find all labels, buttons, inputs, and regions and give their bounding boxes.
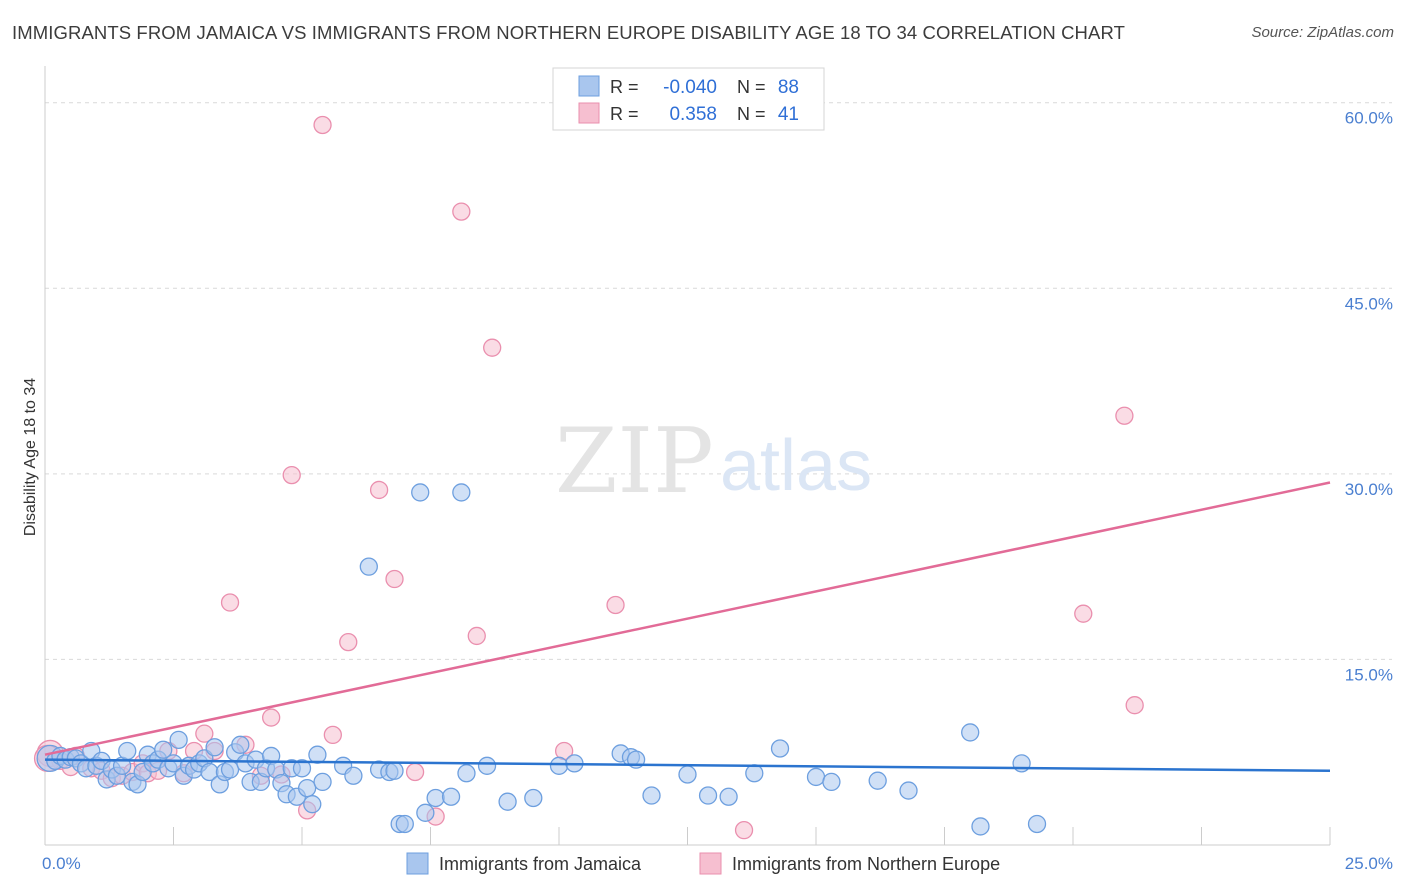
- y-tick-label-30: 30.0%: [1345, 480, 1393, 499]
- watermark-atlas: atlas: [720, 426, 872, 506]
- northern-europe-point-39: [1125, 696, 1144, 715]
- legend-r-value-northern-europe: 0.358: [669, 104, 717, 125]
- bottom-legend-swatch-jamaica: [406, 852, 429, 875]
- legend-swatch-jamaica: [578, 75, 600, 97]
- northern-europe-point-27: [369, 480, 389, 500]
- jamaica-point-51: [303, 795, 322, 814]
- jamaica-point-59: [385, 761, 404, 780]
- jamaica-point-32: [205, 738, 224, 757]
- jamaica-point-66: [452, 483, 471, 502]
- jamaica-point-70: [524, 788, 543, 808]
- chart-title: IMMIGRANTS FROM JAMAICA VS IMMIGRANTS FR…: [12, 22, 1125, 43]
- legend-n-label-northern-europe: N =: [737, 104, 766, 124]
- jamaica-point-78: [698, 786, 718, 805]
- northern-europe-point-36: [734, 821, 754, 840]
- northern-europe-point-24: [313, 115, 332, 135]
- jamaica-point-71: [549, 756, 569, 775]
- source-label: Source: ZipAtlas.com: [1251, 24, 1394, 41]
- northern-europe-point-15: [195, 724, 214, 743]
- northern-europe-point-25: [323, 725, 342, 745]
- y-axis-label: Disability Age 18 to 34: [22, 378, 39, 536]
- jamaica-point-37: [231, 735, 250, 754]
- jamaica-point-50: [297, 778, 317, 798]
- y-tick-label-15: 15.0%: [1345, 665, 1393, 684]
- jamaica-point-85: [899, 781, 918, 800]
- bottom-legend-label-jamaica: Immigrants from Jamaica: [439, 854, 642, 874]
- jamaica-point-89: [1027, 814, 1047, 834]
- jamaica-point-52: [308, 745, 327, 764]
- jamaica-point-84: [868, 771, 887, 790]
- northern-europe-point-20: [262, 708, 281, 727]
- legend-n-value-jamaica: 88: [778, 77, 799, 98]
- jamaica-point-63: [416, 803, 435, 822]
- jamaica-point-68: [477, 756, 497, 775]
- jamaica-point-67: [457, 764, 476, 783]
- northern-europe-point-22: [282, 465, 301, 485]
- legend-n-label-jamaica: N =: [737, 77, 766, 97]
- jamaica-point-87: [971, 817, 990, 836]
- bottom-legend-swatch-northern-europe: [699, 852, 722, 875]
- jamaica-point-65: [441, 787, 461, 806]
- jamaica-point-25: [169, 730, 188, 749]
- legend-n-value-northern-europe: 41: [778, 104, 799, 125]
- trend-line-jamaica: [44, 758, 1331, 773]
- y-tick-label-60: 60.0%: [1345, 109, 1393, 128]
- trend-line-northern-europe: [44, 481, 1331, 756]
- legend-r-label-northern-europe: R =: [610, 104, 639, 124]
- series-legend: Immigrants from Jamaica Immigrants from …: [406, 852, 1000, 875]
- grid-lines: [45, 102, 1392, 660]
- jamaica-point-86: [961, 723, 980, 742]
- jamaica-point-49: [292, 759, 312, 778]
- trend-lines: [44, 481, 1331, 773]
- northern-europe-point-38: [1115, 406, 1134, 425]
- y-tick-label-45: 45.0%: [1345, 294, 1393, 313]
- jamaica-point-53: [313, 772, 332, 792]
- jamaica-point-81: [770, 739, 790, 758]
- northern-europe-point-29: [405, 762, 425, 782]
- jamaica-point-69: [498, 792, 517, 811]
- jamaica-point-76: [642, 786, 661, 805]
- northern-europe-point-32: [467, 626, 486, 646]
- watermark-zip: ZIP: [555, 409, 714, 514]
- jamaica-point-22: [154, 740, 173, 759]
- x-tick-labels: 0.0% 25.0%: [42, 854, 1393, 873]
- jamaica-point-79: [719, 787, 738, 806]
- x-tick-label-max: 25.0%: [1345, 854, 1393, 873]
- jamaica-point-62: [411, 483, 430, 502]
- northern-europe-point-35: [606, 595, 625, 615]
- axes: [44, 66, 1331, 846]
- legend-r-label-jamaica: R =: [610, 77, 639, 97]
- jamaica-point-15: [118, 741, 137, 761]
- correlation-legend: R = -0.040 N = 88 R = 0.358 N = 41: [552, 67, 825, 131]
- jamaica-point-61: [395, 814, 414, 834]
- northern-europe-point-33: [483, 338, 502, 357]
- northern-europe-point-26: [339, 632, 358, 652]
- bottom-legend-label-northern-europe: Immigrants from Northern Europe: [732, 854, 1000, 874]
- jamaica-point-56: [359, 557, 378, 576]
- jamaica-point-77: [678, 765, 697, 784]
- legend-swatch-northern-europe: [578, 102, 600, 124]
- jamaica-point-80: [745, 764, 764, 783]
- northern-europe-point-31: [452, 202, 471, 221]
- jamaica-point-82: [806, 767, 826, 787]
- jamaica-point-83: [822, 772, 841, 792]
- jamaica-point-35: [220, 760, 240, 779]
- legend-r-value-jamaica: -0.040: [663, 77, 717, 98]
- y-tick-labels: 15.0% 30.0% 45.0% 60.0%: [1345, 109, 1393, 685]
- northern-europe-point-37: [1074, 604, 1093, 623]
- series-jamaica-points: [36, 483, 1047, 836]
- northern-europe-point-17: [220, 593, 240, 612]
- watermark: ZIP atlas: [555, 409, 872, 514]
- northern-europe-point-28: [385, 569, 404, 589]
- jamaica-point-64: [426, 788, 445, 808]
- x-tick-label-min: 0.0%: [42, 854, 81, 873]
- jamaica-point-55: [344, 766, 363, 785]
